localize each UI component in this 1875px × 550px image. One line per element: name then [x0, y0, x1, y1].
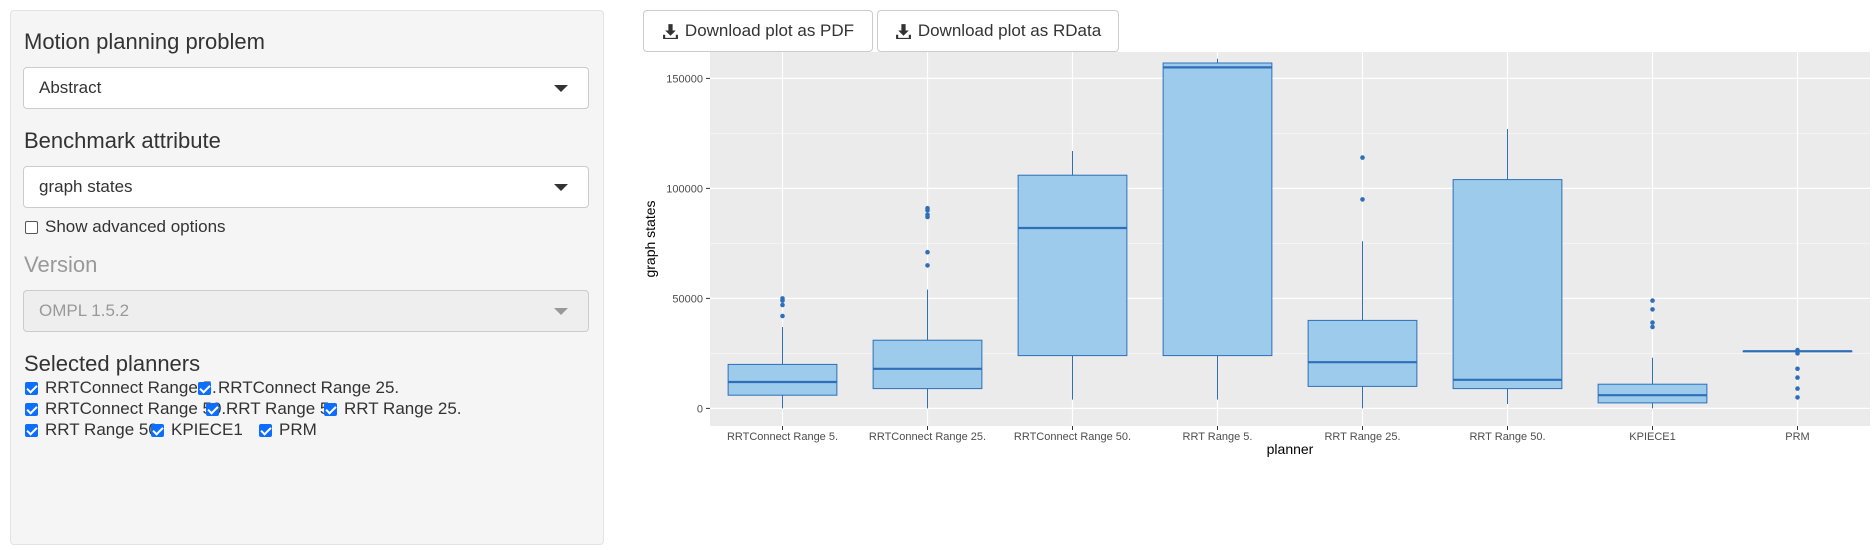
checkbox-icon[interactable]	[25, 220, 38, 234]
outlier-point	[925, 249, 930, 255]
planner-label: PRM	[279, 420, 317, 439]
checkbox-icon[interactable]	[206, 402, 219, 416]
box-group	[1597, 298, 1708, 409]
outlier-point	[1795, 366, 1800, 372]
y-axis-title: graph states	[642, 200, 658, 277]
box-group	[1162, 58, 1273, 400]
download-icon	[895, 23, 911, 39]
outlier-point	[1795, 395, 1800, 400]
planner-checkbox[interactable]: RRT Range 50.	[25, 420, 163, 440]
box-group	[1452, 129, 1563, 404]
advanced-options-checkbox[interactable]: Show advanced options	[25, 217, 226, 237]
outlier-point	[1795, 347, 1800, 353]
x-tick-label: RRT Range 50.	[1469, 431, 1545, 443]
planner-checkbox[interactable]: RRT Range 25.	[324, 399, 462, 419]
box-body	[1597, 383, 1708, 404]
x-tick-label: RRTConnect Range 50.	[1014, 431, 1131, 443]
y-tick-label: 0	[697, 403, 703, 415]
planner-label: RRTConnect Range 5.	[45, 378, 217, 397]
box-body	[727, 363, 838, 396]
planner-checkbox[interactable]: RRT Range 5.	[206, 399, 334, 419]
version-select-value: OMPL 1.5.2	[39, 301, 130, 320]
box-group	[1017, 151, 1128, 400]
problem-select-value: Abstract	[39, 78, 102, 97]
outlier-point	[1650, 298, 1655, 303]
planner-checkbox[interactable]: PRM	[259, 420, 317, 440]
x-axis-title: planner	[1267, 441, 1314, 457]
checkbox-icon[interactable]	[324, 402, 337, 416]
box-body	[872, 339, 983, 390]
planner-label: RRT Range 50.	[45, 420, 163, 439]
sidebar-panel: Motion planning problem Abstract Benchma…	[10, 10, 604, 545]
outlier-point	[780, 296, 785, 301]
planner-checkbox[interactable]: KPIECE1	[151, 420, 243, 440]
box-body	[1017, 174, 1128, 357]
outlier-point	[1360, 197, 1365, 202]
box-body	[1162, 62, 1273, 357]
y-tick-label: 100000	[666, 183, 703, 195]
boxes-layer	[727, 58, 1853, 409]
chevron-down-icon	[554, 184, 568, 191]
download-icon	[662, 23, 678, 39]
planners-label: Selected planners	[24, 351, 201, 376]
box-group	[1307, 155, 1418, 409]
y-axis-ticks: 0 50000 100000 150000	[666, 73, 710, 415]
outlier-point	[925, 212, 930, 218]
version-select: OMPL 1.5.2	[23, 290, 589, 332]
planner-label: RRTConnect Range 50.	[45, 399, 227, 418]
box-group	[872, 205, 983, 409]
attribute-select[interactable]: graph states	[23, 166, 589, 208]
download-rdata-button[interactable]: Download plot as RData	[877, 10, 1119, 52]
planner-label: RRT Range 5.	[226, 399, 335, 418]
y-tick-label: 50000	[672, 293, 703, 305]
download-rdata-label: Download plot as RData	[917, 21, 1102, 40]
x-tick-label: RRTConnect Range 25.	[869, 431, 986, 443]
checkbox-icon[interactable]	[25, 381, 38, 395]
x-tick-label: RRT Range 25.	[1324, 431, 1400, 443]
planner-label: RRT Range 25.	[344, 399, 462, 418]
box-body	[1307, 319, 1418, 387]
x-axis-ticks: RRTConnect Range 5. RRTConnect Range 25. R…	[727, 426, 1810, 443]
outlier-point	[780, 302, 785, 308]
download-pdf-label: Download plot as PDF	[684, 21, 855, 40]
download-pdf-button[interactable]: Download plot as PDF	[643, 10, 873, 52]
attribute-label: Benchmark attribute	[24, 128, 221, 153]
planner-checkbox[interactable]: RRTConnect Range 5.	[25, 378, 217, 398]
problem-label: Motion planning problem	[24, 29, 265, 54]
x-tick-label: RRT Range 5.	[1183, 431, 1253, 443]
box-body	[1452, 179, 1563, 390]
outlier-point	[1650, 324, 1655, 330]
planner-label: RRTConnect Range 25.	[218, 378, 400, 397]
version-label: Version	[24, 252, 98, 277]
advanced-options-label: Show advanced options	[45, 217, 226, 236]
outlier-point	[925, 205, 930, 211]
x-tick-label: RRTConnect Range 5.	[727, 431, 838, 443]
outlier-point	[925, 263, 930, 268]
planner-checkbox[interactable]: RRTConnect Range 50.	[25, 399, 226, 419]
checkbox-icon[interactable]	[259, 423, 272, 437]
checkbox-icon[interactable]	[198, 381, 211, 395]
planner-label: KPIECE1	[171, 420, 243, 439]
box-group	[1742, 347, 1853, 400]
attribute-select-value: graph states	[39, 177, 133, 196]
x-tick-label: PRM	[1785, 431, 1809, 443]
outlier-point	[1795, 375, 1800, 380]
y-tick-label: 150000	[666, 73, 703, 85]
x-tick-label: KPIECE1	[1629, 431, 1675, 443]
outlier-point	[780, 313, 785, 319]
chevron-down-icon	[554, 308, 568, 315]
outlier-point	[1650, 307, 1655, 312]
box-group	[727, 296, 838, 409]
checkbox-icon[interactable]	[151, 423, 164, 437]
chevron-down-icon	[554, 85, 568, 92]
outlier-point	[1795, 386, 1800, 391]
planner-checkbox[interactable]: RRTConnect Range 25.	[198, 378, 399, 398]
problem-select[interactable]: Abstract	[23, 67, 589, 109]
checkbox-icon[interactable]	[25, 423, 38, 437]
outlier-point	[1360, 155, 1365, 160]
checkbox-icon[interactable]	[25, 402, 38, 416]
outlier-point	[1650, 320, 1655, 325]
